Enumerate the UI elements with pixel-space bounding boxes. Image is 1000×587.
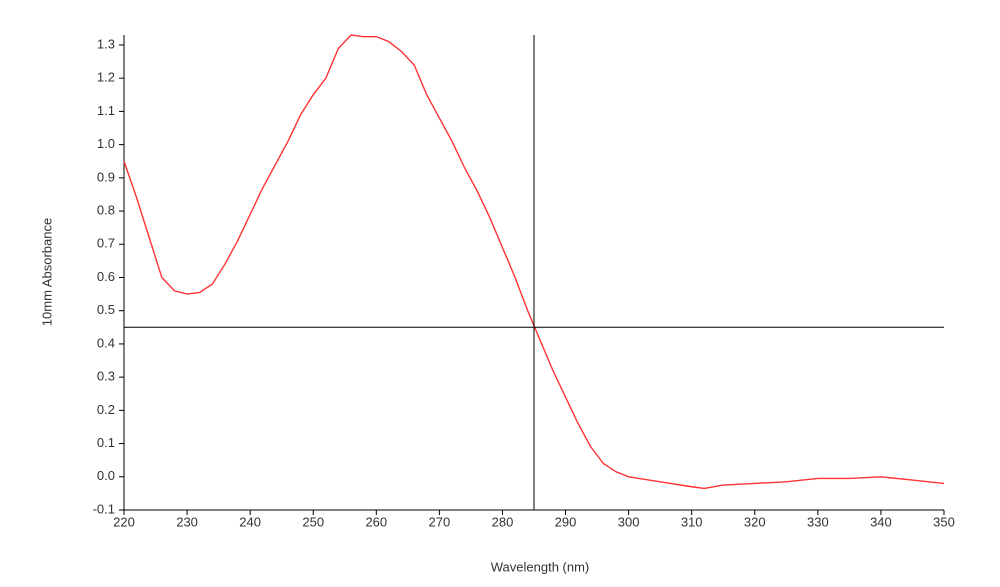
x-tick-label: 310	[681, 514, 703, 529]
y-tick-label: 1.1	[97, 103, 115, 118]
x-tick-label: 320	[744, 514, 766, 529]
x-tick-label: 300	[618, 514, 640, 529]
y-tick-label: 0.1	[97, 435, 115, 450]
x-tick-label: 230	[176, 514, 198, 529]
x-axis-label: Wavelength (nm)	[491, 559, 590, 574]
y-tick-label: 0.3	[97, 369, 115, 384]
x-tick-label: 350	[933, 514, 955, 529]
y-tick-label: 1.3	[97, 36, 115, 51]
y-tick-label: 0.7	[97, 236, 115, 251]
x-tick-label: 290	[555, 514, 577, 529]
y-tick-label: 0.0	[97, 468, 115, 483]
y-tick-label: 0.8	[97, 202, 115, 217]
y-tick-label: 0.2	[97, 402, 115, 417]
y-axis-label: 10mm Absorbance	[39, 218, 54, 326]
y-tick-label: 0.6	[97, 269, 115, 284]
y-tick-label: 0.4	[97, 335, 115, 350]
data-line	[123, 34, 945, 490]
x-tick-label: 220	[113, 514, 135, 529]
x-tick-label: 280	[492, 514, 514, 529]
y-tick-label: 0.5	[97, 302, 115, 317]
y-tick-label: -0.1	[93, 501, 115, 516]
x-tick-label: 250	[302, 514, 324, 529]
y-tick-label: 1.0	[97, 136, 115, 151]
y-tick-label: 0.9	[97, 169, 115, 184]
x-tick-label: 330	[807, 514, 829, 529]
x-tick-label: 260	[365, 514, 387, 529]
x-tick-label: 270	[429, 514, 451, 529]
x-tick-label: 240	[239, 514, 261, 529]
y-tick-label: 1.2	[97, 70, 115, 85]
x-tick-label: 340	[870, 514, 892, 529]
